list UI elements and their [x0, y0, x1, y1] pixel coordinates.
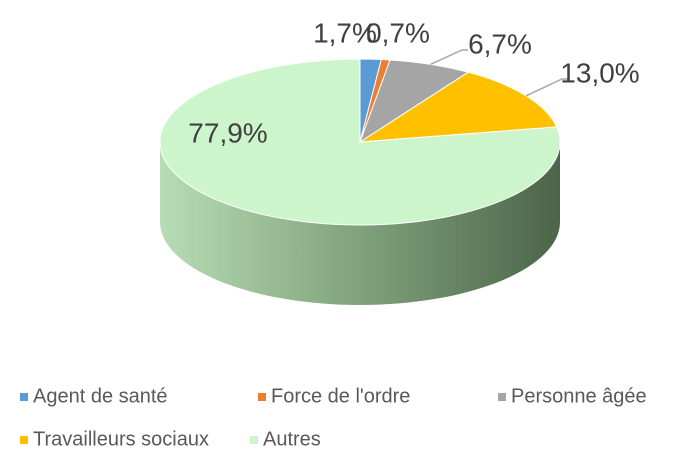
- pie-slice: [159, 58, 561, 226]
- legend-swatch: [20, 393, 28, 401]
- legend-label: Force de l'ordre: [271, 385, 410, 407]
- legend-swatch: [258, 393, 266, 401]
- legend-label: Travailleurs sociaux: [33, 428, 209, 450]
- legend-label: Autres: [263, 428, 321, 450]
- value-label: 77,9%: [188, 117, 267, 148]
- pie-side: [160, 142, 560, 305]
- pie-slice: [359, 71, 558, 143]
- leader-line: [525, 78, 568, 97]
- value-label: 0,7%: [366, 17, 430, 48]
- legend-label: Personne âgée: [511, 385, 647, 407]
- leader-line: [430, 49, 468, 66]
- legend-label: Agent de santé: [33, 385, 168, 407]
- legend-swatch: [250, 436, 258, 444]
- value-label: 1,7%: [313, 17, 377, 48]
- legend-swatch: [498, 393, 506, 401]
- value-label: 13,0%: [560, 57, 639, 88]
- value-label: 6,7%: [468, 28, 532, 59]
- legend-swatch: [20, 436, 28, 444]
